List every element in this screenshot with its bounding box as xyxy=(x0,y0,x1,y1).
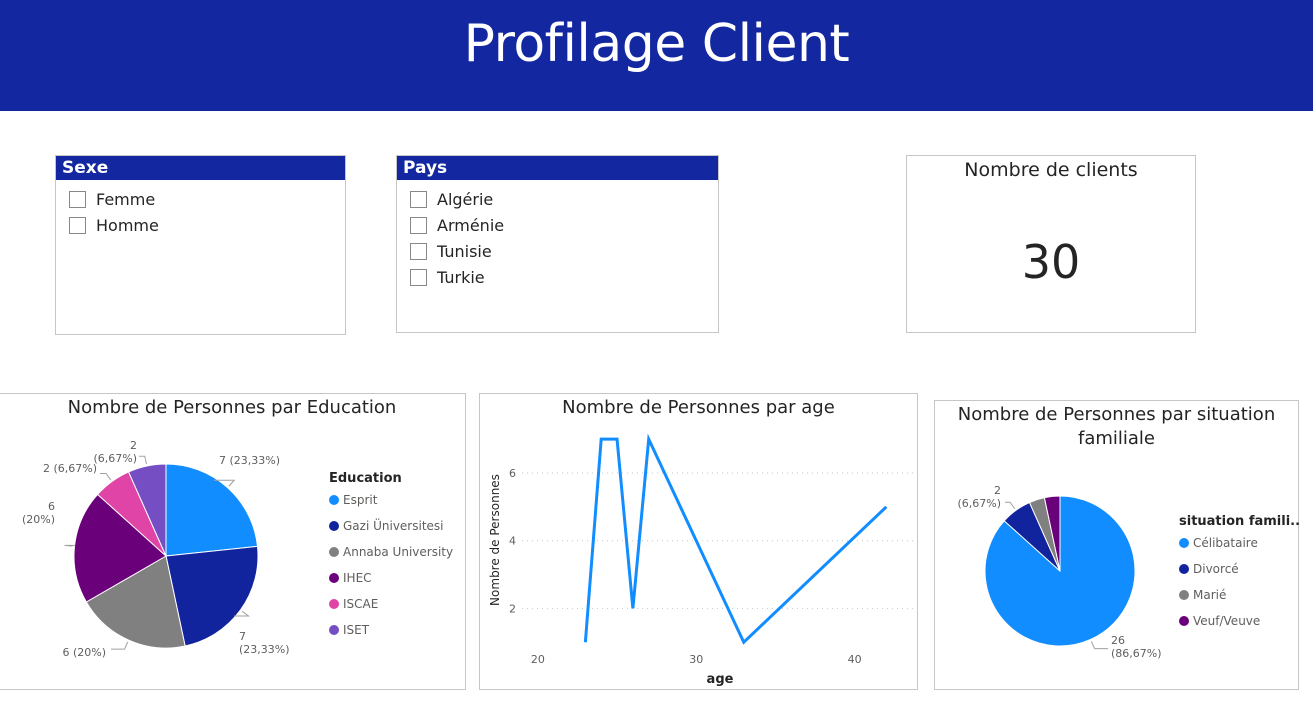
y-tick-label: 2 xyxy=(509,602,516,615)
checkbox[interactable] xyxy=(69,190,86,208)
page-title: Profilage Client xyxy=(463,14,850,74)
legend-label: ISET xyxy=(343,623,370,637)
slicer-item-tunisie[interactable]: Tunisie xyxy=(397,238,718,264)
legend-label: Marié xyxy=(1193,588,1226,602)
age-line-visual: Nombre de Personnes par age 2 4 6 20 30 40 age… xyxy=(479,393,918,690)
legend-label: Célibataire xyxy=(1193,536,1258,550)
kpi-value: 30 xyxy=(1021,235,1081,289)
legend-label: ISCAE xyxy=(343,597,378,611)
chart-title: Nombre de Personnes par age xyxy=(562,397,835,418)
slicer-pays: Pays Algérie Arménie Tunisie Turkie xyxy=(396,155,719,333)
legend-label: Gazi Üniversitesi xyxy=(343,517,444,533)
leader-line xyxy=(234,610,251,617)
checkbox[interactable] xyxy=(410,190,427,208)
situation-pie-visual: Nombre de Personnes par situation famili… xyxy=(934,400,1300,690)
legend-marker xyxy=(329,573,339,583)
leader-line xyxy=(100,472,112,481)
chart-title-line2: familiale xyxy=(1077,428,1155,449)
pie-slice xyxy=(165,545,259,647)
legend-marker xyxy=(1179,564,1189,574)
pie-slice xyxy=(1043,495,1061,572)
header-banner: Profilage Client xyxy=(0,0,1313,111)
kpi-title: Nombre de clients xyxy=(964,159,1138,181)
x-tick-label: 40 xyxy=(848,653,862,666)
slicer-sexe-title: Sexe xyxy=(56,156,345,180)
leader-line xyxy=(64,544,75,547)
slicer-item-turkie[interactable]: Turkie xyxy=(397,264,718,290)
slicer-item-label: Homme xyxy=(96,215,159,235)
legend-label: Veuf/Veuve xyxy=(1193,614,1260,628)
education-pie-visual: Nombre de Personnes par Education 7 (23,… xyxy=(0,393,466,690)
slicer-sexe: Sexe Femme Homme xyxy=(55,155,346,335)
y-axis-label: Nombre de Personnes xyxy=(488,474,502,606)
slicer-pays-title: Pays xyxy=(397,156,718,180)
pie-slice xyxy=(165,463,259,557)
education-pie-chart: 7 (23,33%) 7 (23,33%) 6 (20%) 6 (20%) 2 (6,67%… xyxy=(22,439,453,659)
slicer-item-algerie[interactable]: Algérie xyxy=(397,186,718,212)
checkbox[interactable] xyxy=(410,268,427,286)
checkbox[interactable] xyxy=(410,242,427,260)
pie-slice xyxy=(85,555,186,649)
slicer-item-label: Algérie xyxy=(437,189,494,209)
slicer-item-armenie[interactable]: Arménie xyxy=(397,212,718,238)
data-label: 6 (20%) xyxy=(22,500,55,526)
leader-line xyxy=(214,479,236,487)
chart-title: Nombre de Personnes par situation xyxy=(957,404,1276,425)
x-tick-label: 20 xyxy=(531,653,545,666)
legend-label: Esprit xyxy=(343,493,378,507)
legend-label: Divorcé xyxy=(1193,562,1239,576)
legend-marker xyxy=(1179,616,1189,626)
data-label: 7 (23,33%) xyxy=(239,630,290,656)
pie-slice xyxy=(127,463,167,557)
slicer-item-label: Femme xyxy=(96,189,156,209)
legend-marker xyxy=(329,495,339,505)
slicer-item-femme[interactable]: Femme xyxy=(56,186,345,212)
slicer-item-label: Arménie xyxy=(437,215,505,235)
slicer-item-label: Tunisie xyxy=(437,241,492,261)
legend-marker xyxy=(1179,590,1189,600)
series-line xyxy=(583,433,888,645)
chart-title: Nombre de Personnes par Education xyxy=(67,397,397,418)
data-label: 6 (20%) xyxy=(62,646,106,659)
situation-pie-chart: 26 (86,67%) 2 (6,67%) situation famili... Cél… xyxy=(957,484,1300,660)
legend-marker xyxy=(329,625,339,635)
data-label: 2 (6,67%) xyxy=(957,484,1001,510)
age-line-chart: 2 4 6 20 30 40 age Nombre de Personnes xyxy=(488,433,914,687)
checkbox[interactable] xyxy=(69,216,86,234)
leader-line xyxy=(1090,641,1108,650)
legend-marker xyxy=(329,599,339,609)
kpi-card: Nombre de clients 30 xyxy=(906,155,1196,333)
leader-line xyxy=(1005,501,1016,509)
legend-title: situation famili... xyxy=(1179,514,1300,529)
leader-line xyxy=(139,455,147,465)
data-label: 26 (86,67%) xyxy=(1111,634,1162,660)
checkbox[interactable] xyxy=(410,216,427,234)
slicer-item-homme[interactable]: Homme xyxy=(56,212,345,238)
data-label: 2 (6,67%) xyxy=(43,462,97,475)
data-label: 2 (6,67%) xyxy=(93,439,137,465)
slicer-item-label: Turkie xyxy=(437,267,485,287)
legend-label: Annaba University xyxy=(343,545,453,559)
pie-slice xyxy=(73,493,167,603)
y-tick-label: 6 xyxy=(509,467,516,480)
y-tick-label: 4 xyxy=(509,535,516,548)
legend-marker xyxy=(329,547,339,557)
legend-title: Education xyxy=(329,471,402,486)
leader-line xyxy=(111,641,129,650)
data-label: 7 (23,33%) xyxy=(219,454,280,467)
legend-label: IHEC xyxy=(343,571,372,585)
legend-marker xyxy=(329,521,339,531)
legend-marker xyxy=(1179,538,1189,548)
x-axis-label: age xyxy=(707,672,734,687)
x-tick-label: 30 xyxy=(689,653,703,666)
